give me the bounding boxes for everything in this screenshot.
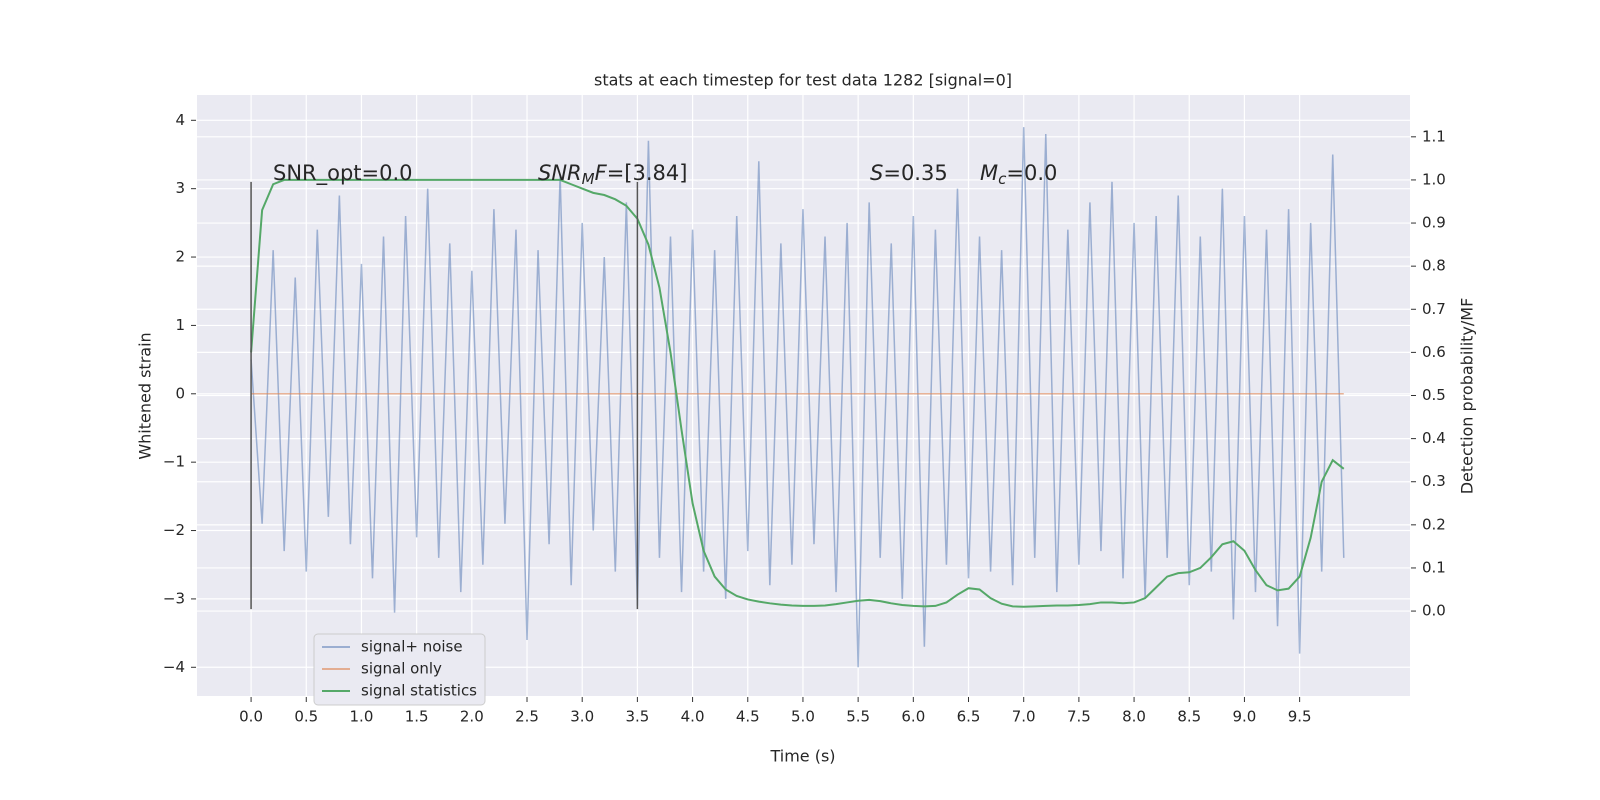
x-tick-label: 4.0 xyxy=(681,708,705,726)
x-tick-label: 5.5 xyxy=(846,708,870,726)
x-tick-label: 5.0 xyxy=(791,708,815,726)
x-tick-label: 8.0 xyxy=(1122,708,1146,726)
x-tick-label: 6.5 xyxy=(957,708,981,726)
y2-tick-label: 0.5 xyxy=(1422,386,1446,404)
annotation: SNR_opt=0.0 xyxy=(273,161,413,186)
y-axis-label: Whitened strain xyxy=(136,332,155,459)
series-line xyxy=(250,127,1345,668)
x-tick-label: 7.5 xyxy=(1067,708,1091,726)
annotation: S=0.35 xyxy=(870,161,948,185)
x-tick-label: 7.0 xyxy=(1012,708,1036,726)
legend: signal+ noise signal only signal statistic… xyxy=(313,633,486,706)
annotation-part: SNR xyxy=(538,161,582,185)
y-tick-label: −1 xyxy=(163,453,185,471)
y-tick-label: 4 xyxy=(175,111,185,129)
y-tick-label: 1 xyxy=(175,316,185,334)
annotation: Mc=0.0 xyxy=(980,161,1057,188)
x-tick-label: 1.5 xyxy=(405,708,429,726)
annotation-part: S xyxy=(870,161,883,185)
x-tick-label: 9.5 xyxy=(1288,708,1312,726)
annotation-part: =0.35 xyxy=(883,161,947,185)
x-tick-label: 0.5 xyxy=(294,708,318,726)
y2-tick-label: 1.1 xyxy=(1422,127,1446,145)
x-tick-label: 8.5 xyxy=(1177,708,1201,726)
y2-axis-label: Detection probability/MF xyxy=(1458,298,1477,495)
y-tick-label: −4 xyxy=(163,658,185,676)
x-tick-label: 0.0 xyxy=(239,708,263,726)
x-tick-label: 3.0 xyxy=(570,708,594,726)
x-tick-label: 3.5 xyxy=(625,708,649,726)
legend-box xyxy=(313,633,486,706)
y2-tick-label: 0.1 xyxy=(1422,558,1446,576)
annotation-part: M xyxy=(582,170,595,188)
x-tick-label: 2.5 xyxy=(515,708,539,726)
y-tick-label: −2 xyxy=(163,521,185,539)
chart-title: stats at each timestep for test data 128… xyxy=(594,71,1012,90)
y2-tick-label: 0.4 xyxy=(1422,429,1446,447)
y-tick-label: 0 xyxy=(175,384,185,402)
annotation-part: c xyxy=(998,170,1007,188)
y-tick-label: 2 xyxy=(175,248,185,266)
annotation-part: M xyxy=(980,161,998,185)
y2-tick-label: 0.0 xyxy=(1422,602,1446,620)
annotation-part: F xyxy=(595,161,608,185)
y2-tick-label: 0.3 xyxy=(1422,472,1446,490)
x-tick-label: 9.0 xyxy=(1233,708,1257,726)
x-tick-label: 4.5 xyxy=(736,708,760,726)
y2-tick-label: 0.9 xyxy=(1422,214,1446,232)
x-axis-label: Time (s) xyxy=(769,747,835,766)
y-tick-label: −3 xyxy=(163,589,185,607)
y2-tick-label: 0.2 xyxy=(1422,515,1446,533)
y-tick-label: 3 xyxy=(175,179,185,197)
y2-tick-label: 1.0 xyxy=(1422,170,1446,188)
y2-tick-label: 0.8 xyxy=(1422,257,1446,275)
x-tick-label: 1.0 xyxy=(350,708,374,726)
y2-tick-label: 0.6 xyxy=(1422,343,1446,361)
annotation: SNRMF=[3.84] xyxy=(538,161,687,188)
annotation-part: =[3.84] xyxy=(607,161,688,185)
annotation-part: =0.0 xyxy=(1006,161,1057,185)
x-tick-label: 6.0 xyxy=(901,708,925,726)
legend-label: signal statistics xyxy=(361,682,477,700)
x-tick-label: 2.0 xyxy=(460,708,484,726)
y2-tick-label: 0.7 xyxy=(1422,300,1446,318)
annotation-part: SNR_opt=0.0 xyxy=(273,161,413,186)
legend-label: signal+ noise xyxy=(361,638,463,656)
legend-label: signal only xyxy=(361,660,442,678)
series-line xyxy=(250,178,1345,608)
